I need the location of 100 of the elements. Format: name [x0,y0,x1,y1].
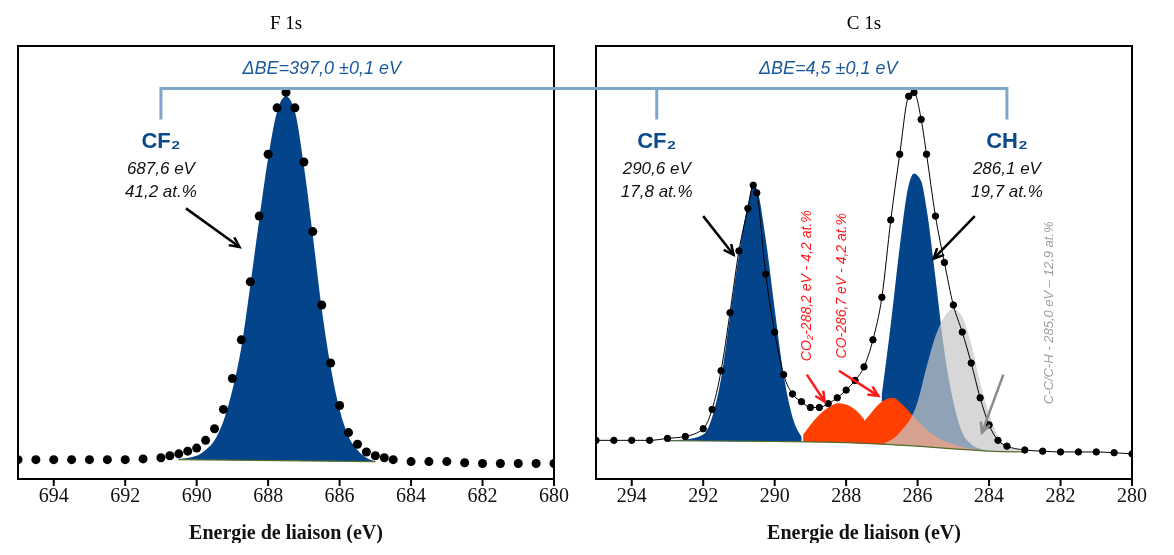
point [201,435,211,445]
point [976,394,984,402]
point [717,367,725,375]
chart-title: F 1s [268,11,304,35]
x-tick-label: 688 [253,484,284,507]
x-tick-label: 286 [902,484,933,507]
annotation: 290,6 eV [621,159,693,179]
point [628,436,636,445]
point [610,436,618,445]
point [326,358,336,368]
point [681,432,690,441]
point [379,453,389,463]
point [842,386,850,394]
point [210,424,220,434]
text: ΔBE=4,5 ±0,1 eV [757,57,900,78]
point [344,428,354,438]
point [1003,442,1011,450]
point [370,451,380,461]
point [227,373,237,383]
point [699,425,707,433]
point [994,436,1002,445]
x-tick-label: 684 [396,484,427,507]
point [218,404,228,414]
point [388,455,398,465]
annotation: CO₂-288,2 eV - 4,2 at.% [797,210,814,362]
point [67,455,77,465]
x-tick-label: 682 [467,484,498,507]
text: ΔBE=397,0 ±0,1 eV [241,57,403,78]
annotation: 687,6 eV [126,159,197,179]
x-tick-label: 280 [1117,484,1147,507]
annotation: CF₂ [637,128,677,154]
x-tick-label: 290 [759,484,790,507]
point [263,149,273,159]
x-axis-title: Energie de liaison (eV) [189,521,383,544]
point [824,399,832,408]
point [770,328,779,336]
point [931,212,940,220]
point [922,150,931,158]
point [726,309,734,317]
point [495,459,505,469]
point [815,403,824,412]
point [904,92,913,100]
x-tick-label: 294 [616,484,647,507]
annotation: C-C/C-H - 285,0 eV – 12,9 at.% [1041,221,1057,405]
point [917,115,925,124]
point [1056,448,1065,456]
point [896,150,904,158]
point [967,359,975,367]
point [183,446,193,456]
x-tick-label: 686 [324,484,355,507]
point [478,459,488,469]
point [949,301,958,309]
x-tick-label: 288 [831,484,862,507]
point [424,457,434,467]
point [1074,448,1083,456]
point [120,455,130,465]
point [708,405,716,414]
annotation: CF₂ [141,128,181,154]
point [31,455,41,465]
point [272,103,282,113]
point [174,449,184,459]
point [531,459,541,469]
point [192,443,202,453]
annotation: 19,7 at.% [971,182,1043,202]
point [663,434,672,443]
x-tick-label: 690 [181,484,212,507]
point [749,181,757,189]
point [290,103,300,113]
point [860,363,868,371]
annotation: CO-286,7 eV - 4,2 at.% [833,212,850,359]
point [317,300,327,310]
point [245,277,255,287]
point [49,455,59,465]
x-tick-label: 692 [110,484,141,507]
point [833,394,841,402]
point [165,451,175,461]
x-axis-title: Energie de liaison (eV) [767,521,961,544]
annotation: 286,1 eV [971,159,1043,179]
point [762,270,770,278]
point [878,293,886,301]
point [1110,449,1118,457]
annotation: CH₂ [986,128,1028,154]
point [299,157,309,167]
point [513,459,523,469]
point [352,439,362,449]
point [869,336,877,344]
x-tick-label: 292 [688,484,719,507]
point [1021,446,1029,454]
point [84,455,94,465]
x-tick-label: 282 [1045,484,1076,507]
point [335,401,345,411]
annotation: 17,8 at.% [620,182,693,202]
point [958,328,966,336]
point [779,370,788,379]
point [406,457,416,467]
point [753,189,761,197]
point [788,390,797,398]
point [138,454,148,464]
point [806,403,815,412]
point [744,204,752,213]
